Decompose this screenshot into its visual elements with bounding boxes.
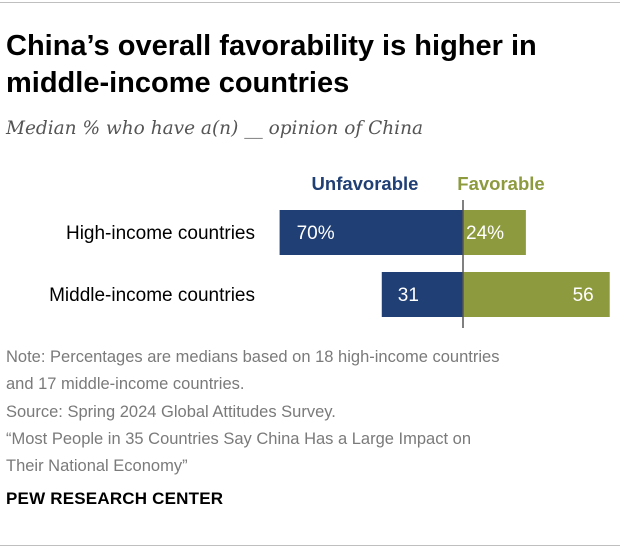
bottom-rule	[0, 545, 620, 546]
source-line-3: Their National Economy”	[6, 457, 188, 475]
top-rule	[0, 2, 620, 3]
legend-unfavorable: Unfavorable	[312, 173, 419, 194]
diverging-bar-chart: Unfavorable Favorable High-income countrie…	[49, 173, 610, 328]
bar-unfavorable	[381, 272, 463, 317]
source-line-1: Source: Spring 2024 Global Attitudes Sur…	[6, 403, 336, 421]
title-line-2: middle-income countries	[6, 67, 350, 99]
bar-favorable	[463, 272, 610, 317]
chart-title: China’s overall favorability is higher i…	[6, 28, 606, 102]
bar-favorable	[463, 210, 526, 255]
data-label-favorable: 56	[573, 285, 594, 306]
title-line-1: China’s overall favorability is higher i…	[6, 30, 537, 62]
category-label: Middle-income countries	[49, 285, 255, 306]
legend-favorable: Favorable	[457, 173, 544, 194]
data-label-unfavorable: 31	[398, 285, 419, 306]
note: Note: Percentages are medians based on 1…	[6, 344, 616, 398]
data-label-favorable: 24%	[466, 223, 504, 244]
note-line-1: Note: Percentages are medians based on 1…	[6, 348, 500, 366]
note-line-2: and 17 middle-income countries.	[6, 375, 245, 393]
source: Source: Spring 2024 Global Attitudes Sur…	[6, 399, 616, 480]
footer-brand: PEW RESEARCH CENTER	[6, 489, 224, 508]
bar-unfavorable	[279, 210, 463, 255]
category-label: High-income countries	[66, 223, 255, 244]
source-line-2: “Most People in 35 Countries Say China H…	[6, 430, 471, 448]
chart-subtitle: Median % who have a(n) __ opinion of Chi…	[6, 118, 424, 139]
data-label-unfavorable: 70%	[297, 223, 335, 244]
